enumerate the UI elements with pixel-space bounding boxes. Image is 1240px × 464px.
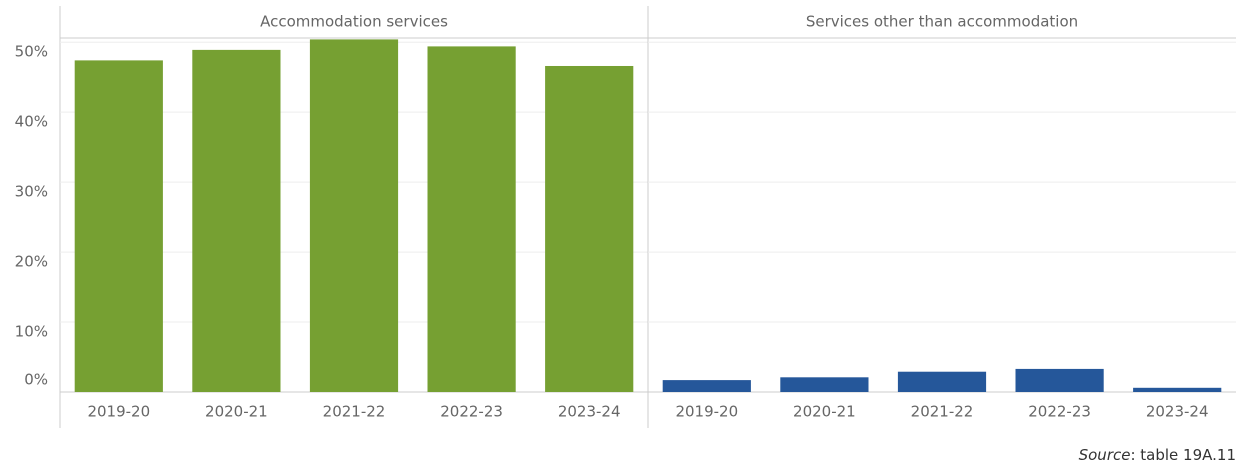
bar bbox=[192, 49, 281, 392]
bar bbox=[427, 46, 516, 392]
y-tick-label: 40% bbox=[15, 113, 48, 131]
bar bbox=[1133, 387, 1222, 392]
bar bbox=[897, 371, 987, 392]
x-tick-label: 2022-23 bbox=[440, 403, 503, 421]
x-tick-label: 2022-23 bbox=[1028, 403, 1091, 421]
x-tick-label: 2020-21 bbox=[205, 403, 268, 421]
bar bbox=[309, 39, 399, 393]
panel-title: Services other than accommodation bbox=[806, 13, 1078, 31]
y-tick-label: 0% bbox=[24, 371, 48, 389]
bar bbox=[662, 380, 751, 392]
y-tick-label: 50% bbox=[15, 43, 48, 61]
x-tick-label: 2019-20 bbox=[675, 403, 738, 421]
y-tick-label: 30% bbox=[15, 183, 48, 201]
bar bbox=[780, 377, 869, 392]
x-tick-label: 2023-24 bbox=[558, 403, 621, 421]
bar bbox=[545, 65, 634, 392]
x-tick-label: 2021-22 bbox=[911, 403, 974, 421]
source-label: Source bbox=[1079, 446, 1131, 464]
panel-title: Accommodation services bbox=[260, 13, 448, 31]
x-tick-label: 2020-21 bbox=[793, 403, 856, 421]
bar bbox=[1015, 368, 1104, 392]
x-tick-label: 2019-20 bbox=[87, 403, 150, 421]
y-tick-label: 20% bbox=[15, 253, 48, 271]
x-tick-label: 2023-24 bbox=[1146, 403, 1209, 421]
x-tick-label: 2021-22 bbox=[323, 403, 386, 421]
bar bbox=[74, 60, 163, 392]
source-text: : table 19A.11 bbox=[1130, 446, 1236, 464]
source-note: Source: table 19A.11 bbox=[1079, 446, 1236, 464]
y-tick-label: 10% bbox=[15, 323, 48, 341]
